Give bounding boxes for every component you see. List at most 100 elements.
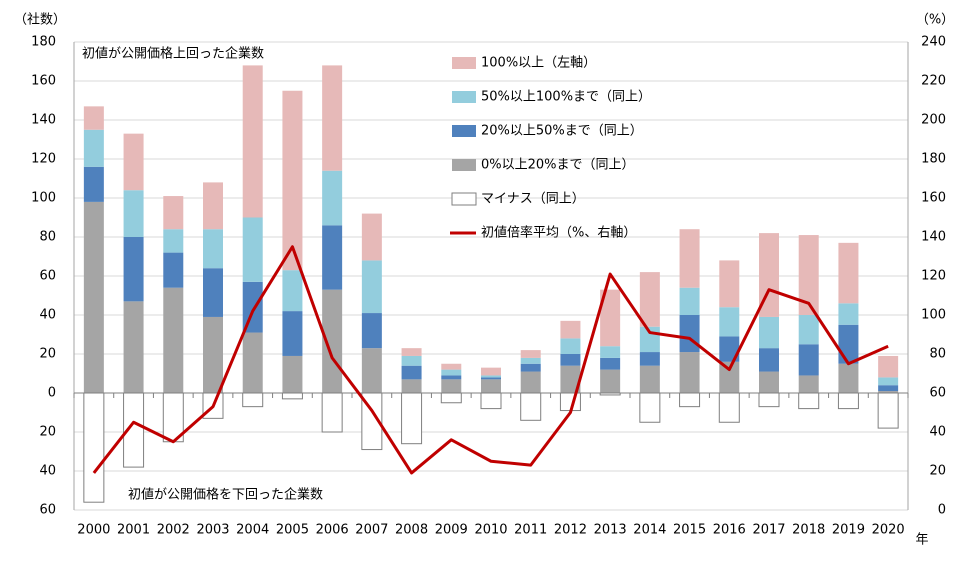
bar: [481, 375, 501, 378]
bar: [600, 289, 621, 347]
bar: [441, 363, 462, 370]
bar: [83, 201, 104, 393]
x-tick-label: 2001: [117, 523, 150, 538]
x-tick-label: 2009: [435, 523, 468, 538]
bar: [600, 357, 621, 370]
bar: [759, 233, 779, 317]
bar: [282, 270, 303, 312]
bar: [679, 315, 700, 353]
x-tick-label: 2007: [355, 523, 388, 538]
bar: [560, 320, 581, 339]
bar: [282, 90, 303, 271]
x-tick-label: 2010: [474, 523, 507, 538]
y2-tick-label: 140: [921, 230, 946, 245]
x-axis-title: 年: [915, 533, 928, 548]
y-tick-label: 20: [39, 425, 56, 440]
bar: [481, 367, 501, 376]
x-tick-label: 2016: [713, 523, 746, 538]
legend-label: 初値倍率平均（%、右軸）: [481, 225, 636, 241]
bar: [837, 392, 859, 410]
bar: [759, 371, 779, 393]
bar: [83, 106, 104, 130]
x-tick-label: 2004: [236, 523, 269, 538]
y-tick-label: 60: [39, 269, 56, 284]
bar: [322, 170, 343, 226]
x-tick-label: 2006: [316, 523, 349, 538]
y-tick-label: 40: [39, 308, 56, 323]
y2-tick-label: 0: [938, 503, 946, 518]
bar: [83, 129, 104, 167]
bar: [401, 392, 423, 445]
x-tick-label: 2012: [554, 523, 587, 538]
y2-tick-label: 80: [929, 347, 946, 362]
legend-swatch: [452, 159, 476, 171]
bar: [123, 237, 144, 302]
y-tick-label: 60: [39, 503, 56, 518]
bar: [282, 355, 303, 393]
bar: [639, 272, 660, 327]
bar: [798, 315, 819, 345]
bar: [679, 229, 700, 288]
annotation: 初値が公開価格を下回った企業数: [128, 487, 323, 503]
bar: [759, 348, 779, 372]
bar: [123, 190, 144, 237]
bar: [163, 252, 184, 288]
legend-label: マイナス（同上）: [481, 192, 585, 207]
bar: [282, 311, 303, 356]
bar: [361, 213, 382, 261]
bar: [281, 392, 303, 400]
bar: [481, 377, 501, 380]
bar: [719, 336, 740, 362]
legend-label: 0%以上20%まで（同上）: [481, 158, 635, 173]
line: [92, 245, 889, 475]
y2-tick-label: 40: [929, 425, 946, 440]
x-tick-label: 2014: [633, 523, 666, 538]
x-tick-label: 2018: [792, 523, 825, 538]
bar: [242, 332, 263, 393]
bar: [560, 354, 581, 366]
bar: [163, 196, 184, 230]
annotation: 初値が公開価格上回った企業数: [82, 46, 264, 62]
bar: [481, 379, 501, 393]
y2-tick-label: 200: [921, 113, 946, 128]
y-tick-label: 0: [48, 386, 56, 401]
bar: [520, 350, 541, 358]
bar: [401, 355, 422, 366]
bar: [441, 369, 462, 376]
legend-swatch: [452, 91, 476, 103]
y2-tick-label: 180: [921, 152, 946, 167]
x-tick-label: 2011: [514, 523, 547, 538]
bar: [203, 182, 223, 230]
bar: [163, 287, 184, 393]
bar: [401, 348, 422, 356]
legend-label: 20%以上50%まで（同上）: [481, 124, 643, 139]
bar: [758, 392, 780, 408]
y-tick-label: 100: [31, 191, 56, 206]
y2-tick-label: 60: [929, 386, 946, 401]
bar: [520, 371, 541, 393]
legend-swatch: [452, 57, 476, 69]
legend-label: 50%以上100%まで（同上）: [481, 90, 651, 105]
bar: [322, 65, 343, 171]
x-tick-label: 2019: [832, 523, 865, 538]
bar: [83, 392, 105, 503]
bar: [123, 133, 144, 191]
bar: [361, 348, 382, 393]
bar: [203, 229, 223, 269]
bar: [520, 357, 541, 364]
x-tick-label: 2005: [276, 523, 309, 538]
bar: [838, 363, 859, 393]
x-tick-label: 2015: [673, 523, 706, 538]
bar: [361, 313, 382, 349]
bar: [203, 268, 223, 317]
bar: [679, 392, 701, 408]
bar: [639, 365, 660, 393]
legend-label: 100%以上（左軸）: [481, 56, 596, 71]
bar: [679, 352, 700, 393]
bar: [719, 361, 740, 393]
bar: [718, 392, 740, 423]
bar: [520, 363, 541, 372]
bar: [679, 287, 700, 315]
bar: [838, 303, 859, 325]
